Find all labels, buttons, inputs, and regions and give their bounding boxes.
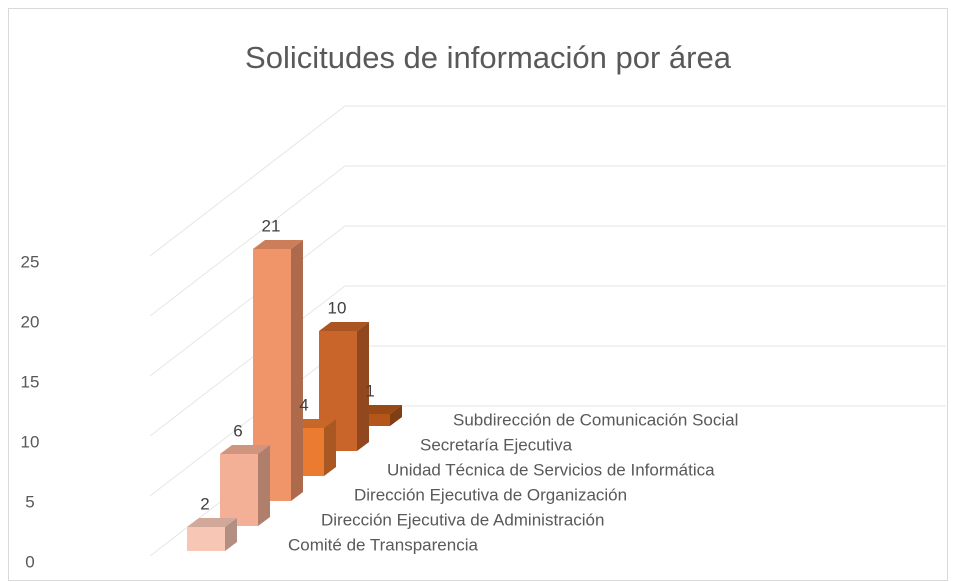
- bar-side-shade: [324, 419, 336, 476]
- category-label: Dirección Ejecutiva de Administración: [321, 510, 604, 529]
- bar-side: [357, 322, 369, 451]
- bar-top-shade: [253, 240, 303, 249]
- bar-side-shade: [225, 518, 237, 551]
- bar-side-shade: [390, 405, 402, 426]
- bar-side: [390, 405, 402, 426]
- bar-side: [291, 240, 303, 501]
- category-label: Dirección Ejecutiva de Organización: [354, 485, 627, 504]
- y-tick-label: 20: [21, 312, 40, 331]
- grid-line: [149, 165, 946, 317]
- y-tick-label: 10: [21, 432, 40, 451]
- bar-top-shade: [319, 322, 369, 331]
- grid-line: [149, 285, 946, 437]
- chart-border: [8, 8, 948, 581]
- category-label: Comité de Transparencia: [288, 535, 478, 554]
- y-tick-label: 0: [25, 552, 34, 571]
- y-tick-label: 5: [25, 492, 34, 511]
- bar: [187, 527, 225, 551]
- value-label: 2: [200, 494, 209, 513]
- value-label: 10: [328, 298, 347, 317]
- bar-top-shade: [187, 518, 237, 527]
- value-label: 21: [262, 216, 281, 235]
- bar: [220, 454, 258, 526]
- bar-top-shade: [220, 445, 270, 454]
- bar-top: [253, 240, 303, 249]
- y-tick-label: 15: [21, 372, 40, 391]
- bar-side: [258, 445, 270, 526]
- bar-top: [187, 518, 237, 527]
- grid-line: [149, 225, 946, 377]
- bar-top: [220, 445, 270, 454]
- category-label: Subdirección de Comunicación Social: [453, 410, 738, 429]
- bar-side-shade: [258, 445, 270, 526]
- bar-side-shade: [291, 240, 303, 501]
- category-label: Unidad Técnica de Servicios de Informáti…: [387, 460, 715, 479]
- bar-top: [319, 322, 369, 331]
- bar-side: [225, 518, 237, 551]
- y-tick-label: 25: [21, 252, 40, 271]
- chart-title: Solicitudes de información por área: [245, 40, 732, 75]
- grid-line: [149, 105, 946, 257]
- category-label: Secretaría Ejecutiva: [420, 435, 573, 454]
- bar-side-shade: [357, 322, 369, 451]
- value-label: 4: [299, 395, 308, 414]
- value-label: 1: [365, 381, 374, 400]
- value-label: 6: [233, 421, 242, 440]
- bar-side: [324, 419, 336, 476]
